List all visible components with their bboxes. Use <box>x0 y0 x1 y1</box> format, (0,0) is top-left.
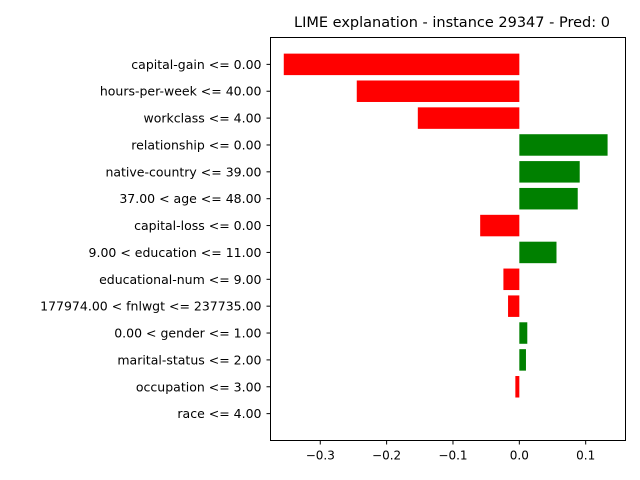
bar-0 <box>283 53 520 76</box>
bar-10 <box>519 322 528 344</box>
bar-11 <box>519 349 526 371</box>
bar-4 <box>519 161 580 183</box>
y-tick-label: occupation <= 3.00 <box>136 379 262 394</box>
bar-6 <box>480 214 520 237</box>
bar-8 <box>503 268 520 291</box>
chart-title: LIME explanation - instance 29347 - Pred… <box>294 15 610 31</box>
bar-9 <box>508 295 520 317</box>
bar-12 <box>515 376 520 398</box>
y-tick-label: 0.00 < gender <= 1.00 <box>114 326 261 341</box>
bars-group <box>283 53 608 398</box>
y-tick-label: educational-num <= 9.00 <box>99 272 261 287</box>
bar-3 <box>519 134 608 156</box>
y-tick-label: 9.00 < education <= 11.00 <box>89 245 262 260</box>
x-tick-label: −0.2 <box>372 449 401 463</box>
y-tick-label: race <= 4.00 <box>177 406 261 421</box>
y-tick-label: marital-status <= 2.00 <box>117 352 261 367</box>
y-tick-label: native-country <= 39.00 <box>105 164 261 179</box>
x-ticks: −0.3 −0.2 −0.1 0.0 0.1 <box>306 440 595 463</box>
bar-2 <box>417 107 520 129</box>
bar-1 <box>356 80 520 102</box>
y-tick-labels: capital-gain <= 0.00 hours-per-week <= 40… <box>40 57 271 421</box>
y-tick-label: workclass <= 4.00 <box>143 111 261 126</box>
bar-5 <box>519 187 578 210</box>
y-tick-label: capital-loss <= 0.00 <box>134 218 261 233</box>
y-tick-label: hours-per-week <= 40.00 <box>100 84 262 99</box>
y-tick-label: relationship <= 0.00 <box>131 137 261 152</box>
y-tick-label: 37.00 < age <= 48.00 <box>119 191 261 206</box>
bar-7 <box>519 241 557 264</box>
x-tick-label: −0.3 <box>306 449 335 463</box>
y-tick-label: 177974.00 < fnlwgt <= 237735.00 <box>40 299 261 314</box>
y-tick-label: capital-gain <= 0.00 <box>131 57 261 72</box>
x-tick-label: −0.1 <box>438 449 467 463</box>
plot-frame <box>270 37 626 441</box>
x-tick-label: 0.0 <box>510 449 529 463</box>
x-tick-label: 0.1 <box>576 449 595 463</box>
